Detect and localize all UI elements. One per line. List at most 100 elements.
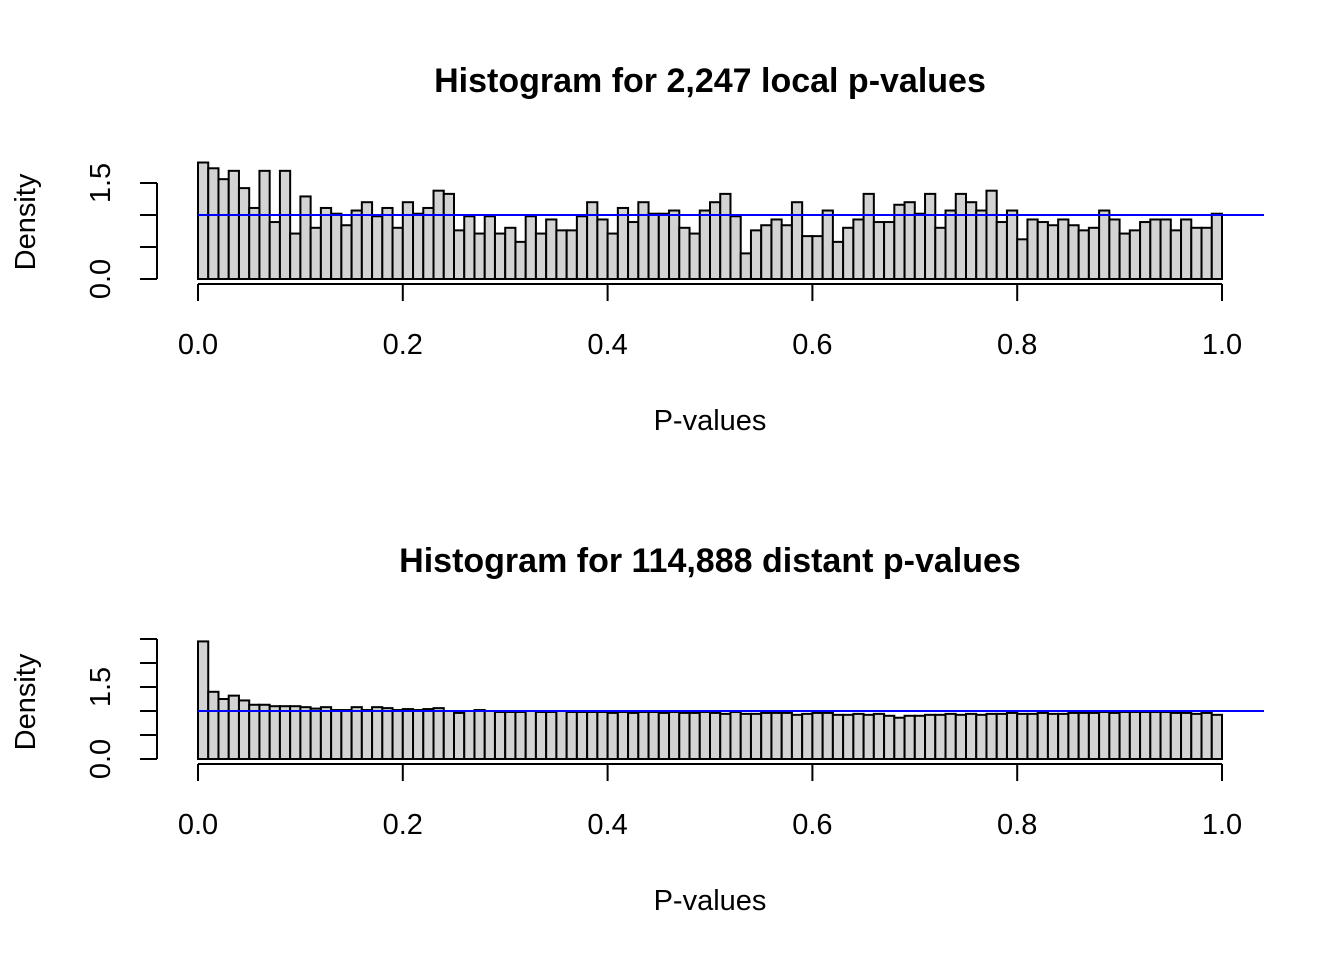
histogram-bar [893, 716, 906, 760]
histogram-bar [278, 705, 292, 760]
histogram-bar [545, 218, 558, 280]
histogram-bar [278, 169, 292, 280]
bars-group [197, 161, 1224, 281]
histogram-bar [350, 706, 363, 761]
x-tick-label: 0.0 [178, 809, 218, 841]
histogram-bar [207, 167, 220, 280]
histogram-bar [545, 710, 558, 761]
histogram-bar [934, 226, 947, 281]
histogram-bar [381, 206, 394, 281]
histogram-bar [883, 714, 896, 761]
histogram-bar [1067, 711, 1080, 760]
histogram-bar [842, 226, 855, 281]
x-axis: 0.0 0.2 0.4 0.6 0.8 1.0 [178, 763, 1242, 841]
histogram-bar [1180, 711, 1193, 760]
chart-title: Histogram for 2,247 local p-values [434, 62, 986, 100]
histogram-bar [913, 714, 927, 761]
histogram-bar [606, 711, 619, 760]
x-axis-label: P-values [654, 405, 767, 437]
histogram-bar [483, 215, 496, 280]
histogram-bar [381, 707, 394, 760]
histogram-bar [1118, 710, 1131, 761]
histogram-bar [729, 215, 742, 280]
y-tick-label: 0.0 [85, 259, 117, 299]
histogram-bar [453, 711, 466, 760]
histogram-bar [739, 712, 752, 761]
histogram-bar [954, 192, 968, 281]
histogram-bar [248, 206, 261, 281]
histogram-bar [647, 212, 660, 280]
histogram-bar [412, 709, 425, 760]
histogram-bar [227, 169, 240, 280]
histogram-bar [1118, 232, 1131, 280]
histogram-bar [596, 710, 609, 761]
histogram-bar [258, 169, 271, 280]
histogram-bar [698, 209, 712, 281]
histogram-bar [749, 229, 763, 280]
x-tick-label: 1.0 [1202, 329, 1242, 361]
histogram-bar [197, 161, 210, 281]
histogram-bar [575, 215, 589, 280]
histogram-bar [616, 710, 630, 761]
x-tick-label: 0.0 [178, 329, 218, 361]
histogram-bar [330, 709, 343, 760]
histogram-bar [842, 713, 855, 760]
histogram-bar [371, 706, 384, 761]
histogram-bar [790, 713, 804, 760]
histogram-bar [422, 708, 435, 760]
histogram-bar [1057, 712, 1070, 761]
histogram-bar [1016, 238, 1029, 281]
histogram-bar [780, 224, 793, 281]
histogram-bar [463, 215, 476, 280]
x-tick-label: 0.8 [997, 329, 1037, 361]
histogram-bar [1077, 711, 1090, 760]
histogram-bar [534, 710, 548, 761]
histogram-bar [647, 710, 660, 761]
y-axis-label: Density [10, 173, 42, 270]
histogram-bar [1098, 209, 1111, 281]
histogram-bar [975, 713, 988, 760]
histogram-bar [319, 706, 333, 761]
histogram-local-chart: Histogram for 2,247 local p-values 0.0 0.… [10, 62, 1264, 437]
histogram-bar [360, 201, 374, 280]
histogram-bar [1087, 226, 1101, 281]
histogram-bar [627, 711, 640, 760]
histogram-bar [217, 178, 230, 280]
histogram-bar [760, 224, 773, 281]
x-tick-label: 0.2 [383, 329, 423, 361]
histogram-bar [872, 221, 886, 280]
histogram-bar [432, 189, 445, 280]
histogram-bar [913, 212, 927, 280]
histogram-bar [688, 711, 701, 760]
histogram-bar [1190, 226, 1203, 281]
histogram-bar [555, 710, 568, 760]
histogram-bar [299, 706, 312, 761]
histogram-bar [514, 710, 527, 761]
histogram-bar [299, 195, 312, 280]
histogram-bar [801, 712, 814, 761]
histogram-bar [719, 192, 732, 281]
histogram-bar [862, 192, 875, 281]
histogram-bar [995, 712, 1008, 761]
histogram-bar [668, 209, 681, 281]
histogram-bar [729, 710, 742, 761]
histogram-bar [493, 232, 507, 280]
histogram-bar [197, 640, 210, 760]
histogram-bar [340, 224, 353, 281]
x-tick-label: 0.6 [792, 809, 832, 841]
chart-title: Histogram for 114,888 distant p-values [399, 542, 1021, 580]
histogram-bar [330, 212, 343, 280]
histogram-bar [985, 712, 998, 761]
histogram-bar [821, 209, 834, 281]
x-axis: 0.0 0.2 0.4 0.6 0.8 1.0 [178, 283, 1242, 361]
histogram-bar [432, 707, 445, 760]
histogram-bar [1159, 710, 1172, 761]
histogram-bar [309, 707, 322, 761]
histogram-bar [555, 229, 568, 280]
histogram-bar [770, 218, 783, 280]
histogram-bar [483, 710, 496, 760]
histogram-bar [1210, 713, 1224, 760]
histogram-bar [995, 221, 1008, 280]
histogram-bar [739, 252, 752, 280]
x-tick-label: 0.6 [792, 329, 832, 361]
